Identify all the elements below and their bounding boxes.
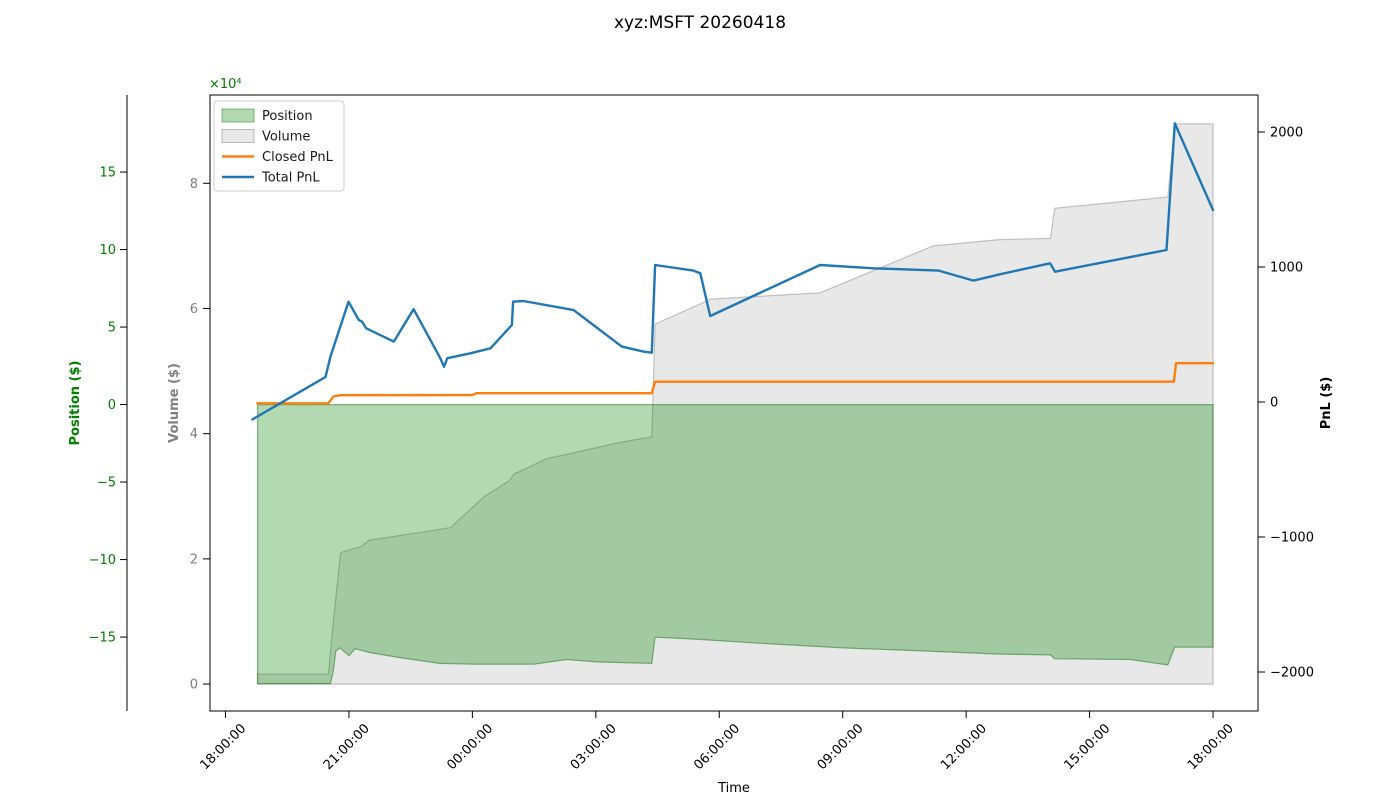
position-axis-label: Position ($) [68, 361, 83, 446]
legend-item-closed-pnl: Closed PnL [222, 150, 334, 165]
pnl-tick-label: −1000 [1270, 530, 1314, 545]
pnl-axis: −2000 −1000 0 1000 2000 PnL ($) [1258, 125, 1334, 680]
plot-box-spines [209, 94, 1259, 712]
legend-swatch-patch [221, 129, 255, 143]
x-tick-label: 15:00:00 [1062, 721, 1114, 773]
x-axis: 18:00:00 21:00:00 00:00:00 03:00:00 06:00:00… [197, 711, 1237, 796]
legend-item-total-pnl: Total PnL [222, 171, 320, 186]
legend-box [213, 100, 345, 192]
legend-swatch-patch [221, 108, 255, 123]
position-tick-label: 0 [108, 398, 116, 413]
line-total-pnl [251, 122, 1215, 421]
x-tick-label: 21:00:00 [321, 721, 373, 773]
legend-label: Closed PnL [262, 150, 334, 165]
volume-axis: 0 2 4 6 8 Volume ($) ×10⁴ [167, 77, 242, 693]
legend: Position Volume Closed PnL Total PnL [213, 100, 345, 192]
x-tick-label: 18:00:00 [197, 721, 249, 773]
legend-item-position: Position [221, 108, 313, 124]
volume-axis-label: Volume ($) [167, 363, 182, 443]
legend-label: Position [262, 109, 313, 124]
x-tick-label: 00:00:00 [444, 721, 496, 773]
legend-label: Volume [262, 130, 310, 145]
volume-tick-label: 6 [190, 302, 198, 317]
position-tick-label: 10 [99, 243, 116, 258]
volume-tick-label: 2 [190, 552, 198, 567]
line-closed-pnl [256, 362, 1215, 405]
area-position [257, 404, 1214, 685]
x-tick-label: 09:00:00 [815, 721, 867, 773]
x-tick-label: 03:00:00 [568, 721, 620, 773]
position-axis: −15 −10 −5 0 5 10 15 Position ($) [68, 166, 127, 646]
x-tick-label: 18:00:00 [1185, 721, 1237, 773]
position-tick-label: −5 [97, 476, 116, 491]
legend-label: Total PnL [261, 171, 320, 186]
chart-title: xyz:MSFT 20260418 [613, 13, 787, 33]
volume-offset-text: ×10⁴ [209, 77, 242, 92]
pnl-tick-label: 0 [1270, 395, 1278, 410]
x-axis-label: Time [717, 781, 750, 796]
legend-item-volume: Volume [221, 129, 310, 145]
position-tick-label: 15 [99, 166, 116, 181]
position-tick-label: −15 [89, 631, 116, 646]
x-tick-label: 06:00:00 [691, 721, 743, 773]
area-volume [257, 123, 1214, 685]
position-tick-label: 5 [108, 321, 116, 336]
volume-tick-label: 8 [190, 177, 198, 192]
volume-tick-label: 0 [190, 678, 198, 693]
pnl-axis-label: PnL ($) [1319, 377, 1334, 430]
pnl-tick-label: 2000 [1270, 125, 1303, 140]
position-tick-label: −10 [89, 553, 116, 568]
x-tick-label: 12:00:00 [938, 721, 990, 773]
pnl-tick-label: 1000 [1270, 260, 1303, 275]
pnl-tick-label: −2000 [1270, 665, 1314, 680]
volume-tick-label: 4 [190, 427, 198, 442]
